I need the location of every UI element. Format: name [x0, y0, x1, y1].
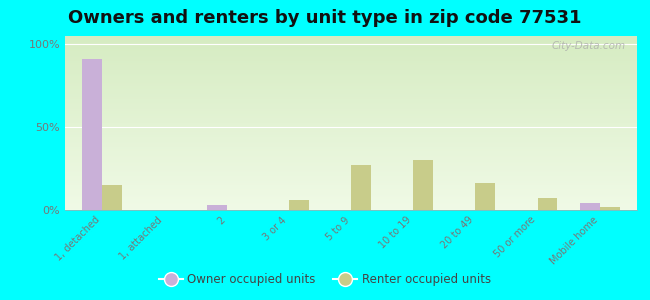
Bar: [83, 59, 102, 210]
Bar: [351, 165, 371, 210]
Bar: [580, 203, 600, 210]
Bar: [207, 205, 227, 210]
Bar: [538, 198, 558, 210]
Bar: [102, 185, 122, 210]
Bar: [475, 184, 495, 210]
Legend: Owner occupied units, Renter occupied units: Owner occupied units, Renter occupied un…: [154, 269, 496, 291]
Text: Owners and renters by unit type in zip code 77531: Owners and renters by unit type in zip c…: [68, 9, 582, 27]
Bar: [413, 160, 433, 210]
Bar: [600, 207, 619, 210]
Text: City-Data.com: City-Data.com: [551, 41, 625, 51]
Bar: [289, 200, 309, 210]
